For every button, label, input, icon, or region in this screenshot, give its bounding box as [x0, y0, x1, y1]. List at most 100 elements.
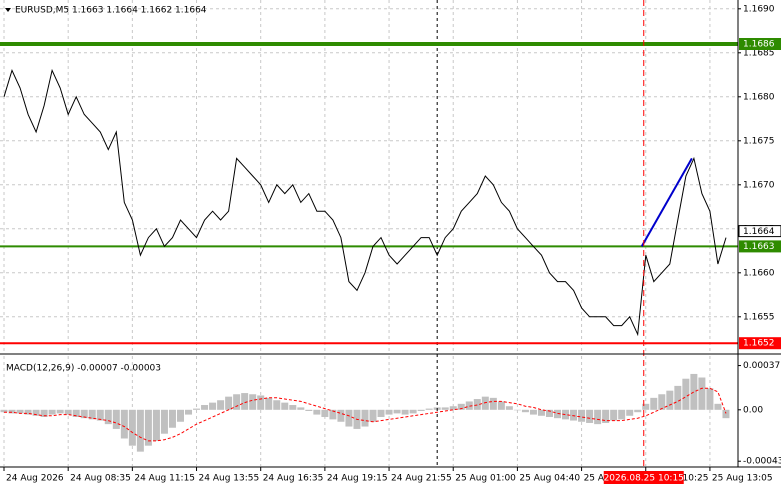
y-tick-label: 1.1655	[743, 312, 775, 322]
macd-bar	[473, 399, 481, 410]
macd-bar	[0, 409, 8, 413]
x-tick-label: 24 Aug 13:55	[199, 474, 260, 484]
y-tick-label: 1.1670	[743, 180, 775, 190]
macd-bar	[80, 409, 88, 419]
macd-bar	[570, 409, 578, 421]
y-tick-label: 1.1680	[743, 92, 775, 102]
macd-bar	[233, 394, 241, 410]
macd-bar	[361, 409, 369, 427]
macd-bar	[457, 403, 465, 410]
macd-bar	[120, 409, 128, 439]
macd-bar	[529, 409, 537, 415]
macd-bar	[650, 397, 658, 410]
macd-bar	[209, 402, 217, 410]
level-label-box	[739, 337, 781, 350]
x-tick-label: 24 Aug 19:15	[327, 474, 388, 484]
macd-bar	[297, 407, 305, 410]
level-label: 1.1652	[743, 339, 775, 349]
y-tick-label: 1.1690	[743, 4, 775, 14]
macd-bar	[168, 409, 176, 428]
macd-bar	[185, 409, 193, 415]
macd-bar	[706, 388, 714, 410]
macd-bar	[176, 409, 184, 422]
level-label-box	[739, 38, 781, 50]
macd-bar	[257, 395, 265, 410]
macd-bar	[305, 409, 313, 411]
trendline	[640, 157, 693, 247]
macd-bar	[658, 394, 666, 410]
macd-bar	[40, 409, 48, 417]
macd-bar	[626, 409, 634, 416]
macd-bar	[594, 409, 602, 425]
macd-bar	[369, 409, 377, 422]
macd-bar	[634, 409, 642, 413]
y-tick-label: -0.00043	[743, 457, 781, 467]
macd-bar	[690, 373, 698, 410]
macd-bar	[441, 407, 449, 410]
y-tick-label: 1.1685	[743, 48, 775, 58]
macd-bar	[401, 409, 409, 415]
macd-bar	[201, 405, 209, 410]
price-line	[3, 68, 727, 337]
macd-bar	[417, 409, 425, 411]
macd-bar	[32, 409, 40, 416]
macd-bar	[160, 409, 168, 434]
macd-bar	[72, 409, 80, 417]
macd-bar	[241, 393, 249, 410]
x-tick-label: 24 Aug 16:35	[263, 474, 324, 484]
last-price-box	[738, 225, 781, 238]
x-tick-label: 25 Aug 13:05	[712, 474, 773, 484]
macd-bar	[642, 403, 650, 410]
macd-bar	[489, 397, 497, 410]
x-tick-label: 24 Aug 21:55	[391, 474, 452, 484]
macd-bar	[409, 409, 417, 414]
macd-bar	[8, 409, 16, 414]
y-tick-label: 0.00	[743, 405, 763, 415]
macd-bar	[682, 378, 690, 410]
macd-bar	[521, 409, 529, 413]
macd-bar	[104, 409, 112, 425]
y-tick-label: 1.1675	[743, 136, 775, 146]
chart-title: EURUSD,M5 1.1663 1.1664 1.1662 1.1664	[15, 6, 207, 16]
y-tick-label: 0.00037	[743, 361, 780, 371]
x-tick-label: 24 Aug 2026	[6, 474, 64, 484]
macd-bar	[602, 409, 610, 423]
macd-bar	[136, 409, 144, 452]
macd-bar	[505, 406, 513, 410]
cursor-label: 2026.08.25 10:15	[604, 474, 684, 484]
macd-bar	[618, 409, 626, 420]
x-tick-label: 24 Aug 11:15	[134, 474, 195, 484]
macd-bar	[545, 409, 553, 417]
plot-layer	[0, 0, 738, 467]
macd-bar	[449, 406, 457, 410]
macd-bar	[281, 402, 289, 410]
macd-bar	[56, 409, 64, 414]
macd-bar	[377, 409, 385, 417]
macd-bar	[128, 409, 136, 446]
macd-title: MACD(12,26,9) -0.00007 -0.00003	[6, 364, 161, 374]
macd-bar	[610, 409, 618, 421]
macd-bar	[666, 390, 674, 410]
macd-bar	[497, 401, 505, 410]
macd-bar	[698, 377, 706, 410]
macd-bar	[722, 409, 730, 419]
macd-bar	[714, 403, 722, 410]
macd-bar	[193, 408, 201, 410]
macd-bar	[152, 409, 160, 441]
macd-bar	[537, 409, 545, 416]
level-label: 1.1686	[743, 40, 775, 50]
macd-bar	[88, 409, 96, 420]
macd-bar	[112, 409, 120, 429]
macd-bar	[465, 401, 473, 410]
last-price-label: 1.1664	[743, 227, 775, 237]
macd-bar	[24, 409, 32, 415]
macd-bar	[144, 409, 152, 446]
macd-bar	[249, 394, 257, 410]
macd-bar	[393, 409, 401, 414]
macd-bar	[481, 396, 489, 410]
macd-bar	[321, 409, 329, 417]
macd-bar	[225, 396, 233, 410]
macd-bar	[513, 409, 521, 411]
macd-bar	[586, 409, 594, 423]
